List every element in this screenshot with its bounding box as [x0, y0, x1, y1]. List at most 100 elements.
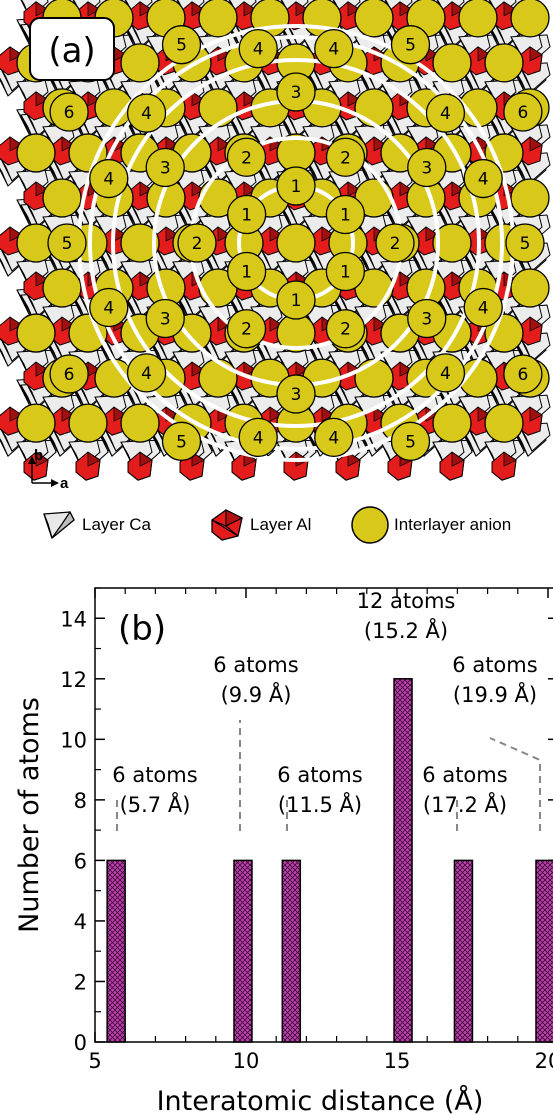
y-tick-label: 2 [74, 970, 87, 994]
shell-number: 5 [405, 432, 416, 452]
shell-number: 1 [291, 177, 302, 197]
shell-number: 4 [328, 40, 339, 60]
shell-number: 3 [160, 159, 171, 179]
y-tick-label: 12 [60, 668, 87, 692]
annotation-count: 6 atoms [277, 763, 362, 787]
axis-indicator: b a [28, 447, 69, 492]
annotation-count: 12 atoms [357, 589, 456, 613]
shell-number: 2 [340, 320, 351, 340]
al-octahedron [75, 451, 101, 481]
shell-number: 5 [405, 36, 416, 56]
shell-number: 4 [141, 104, 152, 124]
ca-octahedron-icon [43, 510, 75, 540]
axis-b-label: b [34, 447, 43, 464]
shell-number: 5 [62, 234, 73, 254]
shell-number: 4 [253, 40, 264, 60]
shell-number: 1 [291, 291, 302, 311]
shell-number: 3 [291, 83, 302, 103]
legend-label-anion: Interlayer anion [394, 515, 512, 534]
bar [393, 678, 413, 1043]
panel-a-label: (a) [48, 31, 95, 71]
anion-circle [463, 158, 503, 199]
legend-label-ca: Layer Ca [82, 515, 151, 534]
anion-circle [89, 287, 129, 328]
shell-number: 4 [478, 170, 489, 190]
al-octahedron [23, 451, 49, 481]
y-tick-label: 14 [60, 607, 87, 631]
anion-circle [126, 93, 167, 133]
shell-number: 3 [421, 159, 432, 179]
anion-circle [425, 93, 466, 133]
bar [106, 859, 126, 1043]
annotation-count: 6 atoms [112, 763, 197, 787]
anion-circle [484, 133, 524, 173]
anion-circle [354, 358, 394, 398]
anion-circle [325, 194, 366, 235]
plot-frame [94, 587, 553, 1043]
y-tick-label: 10 [60, 728, 87, 752]
anion-circle [314, 28, 354, 69]
shell-number: 4 [103, 170, 114, 190]
shell-number: 6 [517, 365, 528, 385]
anion-circle [407, 298, 447, 339]
anion-circle [314, 417, 354, 458]
al-octahedron [491, 451, 517, 481]
anion-circle [325, 309, 366, 349]
anion-circle [325, 137, 366, 177]
anion-circle [42, 268, 82, 308]
shell-number: 3 [421, 310, 432, 330]
anion-circle [198, 0, 238, 38]
anion-circle [276, 72, 316, 112]
anion-circle [145, 298, 185, 339]
anion-circle [354, 0, 394, 38]
shell-labels: 1 1 1 1 1 1 2 2 2 2 2 2 3 3 3 3 3 3 4 4 4 4 4 4 4 4 4 4 4 4 5 5 5 5 5 5 6 6 6 6 [47, 25, 545, 461]
shell-number: 5 [176, 36, 187, 56]
anion-circle [458, 0, 498, 38]
anion-circle [161, 421, 202, 461]
y-axis-title: Number of atoms [14, 697, 45, 933]
anion-circle [120, 223, 160, 263]
shell-number: 6 [64, 103, 75, 123]
anion-circle [503, 92, 543, 132]
annotation-count: 6 atoms [452, 653, 537, 677]
bar [233, 859, 253, 1043]
al-octahedron [179, 361, 205, 391]
y-tick-label: 0 [74, 1031, 87, 1055]
al-octahedron [0, 316, 23, 346]
shell-number: 6 [517, 103, 528, 123]
al-octahedron [387, 361, 413, 391]
y-tick-label: 4 [74, 910, 87, 934]
annotation-distance: (11.5 Å) [278, 791, 362, 817]
anion-circle [354, 88, 394, 128]
legend: Layer Ca Layer Al Interlayer anion [40, 505, 553, 545]
al-octahedron [127, 451, 153, 481]
anion-circle [238, 417, 278, 458]
annotation-distance: (15.2 Å) [364, 617, 448, 643]
anion-circle [198, 358, 238, 398]
anion-circle [47, 223, 87, 263]
anion-circle [126, 353, 167, 393]
anion-circle [68, 133, 108, 173]
legend-item-anion: Interlayer anion [350, 505, 511, 545]
anion-circle [484, 403, 524, 443]
anion-circle [276, 374, 316, 414]
al-octahedron [49, 136, 75, 166]
anion-circle [276, 280, 316, 320]
anion-circle [16, 403, 56, 443]
anion-circle [276, 223, 316, 263]
anion-circle [425, 353, 466, 393]
anion-circle [198, 88, 238, 128]
shell-number: 1 [340, 263, 351, 283]
anion-circle [42, 178, 82, 218]
shell-number: 2 [340, 148, 351, 168]
anion-circle [432, 43, 472, 83]
shell-number: 5 [176, 432, 187, 452]
anion-circle [432, 403, 472, 443]
anion-circle [390, 421, 431, 461]
annotation-distance: (17.2 Å) [423, 791, 507, 817]
x-tick-label: 10 [233, 1049, 260, 1073]
annotation-distance: (5.7 Å) [120, 791, 191, 817]
al-octahedron [0, 46, 23, 76]
al-octahedron [361, 406, 387, 436]
